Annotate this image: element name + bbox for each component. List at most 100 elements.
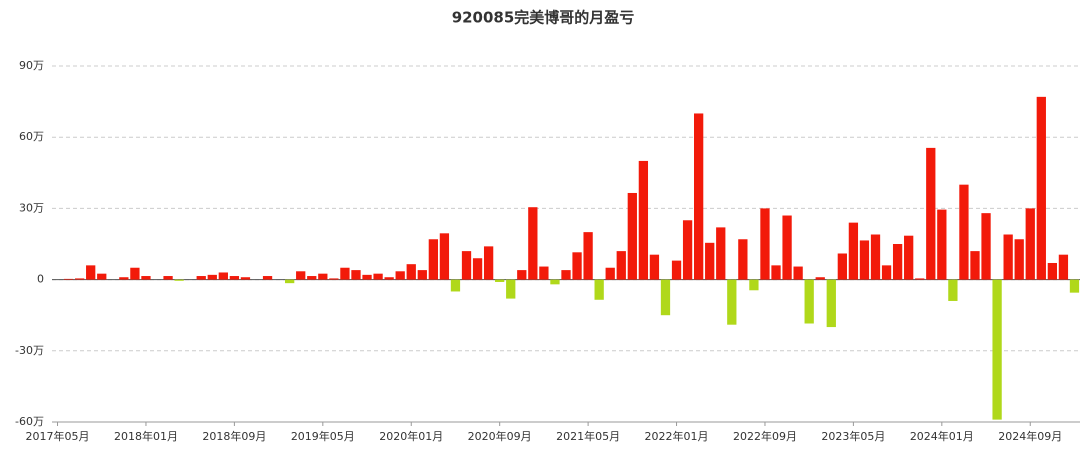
- bar: [1058, 254, 1069, 280]
- y-tick-label: 60万: [19, 130, 44, 143]
- bar: [63, 278, 74, 280]
- bar: [926, 147, 936, 280]
- x-tick-label: 2017年05月: [26, 429, 90, 443]
- bar: [373, 273, 383, 280]
- bar: [461, 251, 472, 280]
- bar: [1036, 96, 1046, 280]
- x-tick-label: 2020年01月: [379, 429, 443, 443]
- bar: [992, 279, 1002, 420]
- bar: [705, 242, 715, 280]
- bar: [881, 265, 892, 280]
- x-tick-label: 2024年09月: [998, 429, 1062, 443]
- bar: [528, 207, 538, 280]
- y-tick-label: -30万: [15, 344, 44, 357]
- bar: [815, 277, 825, 280]
- bar: [285, 279, 295, 284]
- bar: [671, 260, 682, 280]
- bar: [141, 276, 151, 280]
- bar: [550, 279, 560, 285]
- bar: [826, 279, 836, 328]
- bar: [318, 273, 328, 280]
- chart-title: 920085完美博哥的月盈亏: [452, 9, 635, 27]
- x-tick-label: 2018年01月: [114, 429, 178, 443]
- bar: [583, 232, 593, 280]
- bar: [130, 267, 140, 280]
- bar: [804, 279, 814, 324]
- bar: [848, 222, 859, 280]
- y-tick-label: 30万: [19, 201, 44, 214]
- bar: [196, 276, 206, 280]
- bar: [539, 266, 549, 280]
- x-tick-label: 2018年09月: [202, 429, 266, 443]
- bar: [716, 227, 726, 280]
- bar: [904, 235, 914, 280]
- bar: [495, 279, 505, 282]
- bar: [351, 270, 361, 280]
- bar: [649, 254, 660, 280]
- bar: [771, 265, 781, 280]
- x-tick-label: 2022年01月: [645, 429, 709, 443]
- x-tick-label: 2021年05月: [556, 429, 620, 443]
- bar: [506, 279, 516, 299]
- x-tick-label: 2022年09月: [733, 429, 797, 443]
- bar: [296, 271, 306, 280]
- bar: [1047, 262, 1058, 280]
- bar: [483, 246, 494, 280]
- bar: [229, 276, 240, 280]
- bar: [472, 258, 483, 280]
- bar: [340, 267, 350, 280]
- bar: [1014, 239, 1024, 280]
- bar: [561, 270, 571, 280]
- y-tick-label: 90万: [19, 59, 44, 72]
- bar: [970, 251, 980, 280]
- bar: [262, 276, 273, 280]
- x-tick-label: 2023年05月: [821, 429, 885, 443]
- bar: [207, 274, 217, 280]
- bar: [174, 279, 184, 281]
- bar: [406, 264, 416, 280]
- bar: [837, 253, 847, 280]
- bar: [384, 277, 394, 280]
- bar: [616, 251, 626, 280]
- x-tick-label: 2024年01月: [910, 429, 974, 443]
- bar: [937, 209, 947, 280]
- bar: [638, 160, 649, 280]
- bar: [163, 276, 173, 280]
- bar: [119, 277, 129, 280]
- y-tick-label: -60万: [15, 415, 44, 428]
- bar: [86, 265, 96, 280]
- bar: [74, 278, 85, 280]
- bar: [1003, 234, 1013, 280]
- bar: [892, 244, 903, 280]
- bar: [959, 184, 969, 280]
- bar: [428, 239, 438, 280]
- bar: [439, 233, 450, 280]
- bar: [395, 271, 405, 280]
- bar: [981, 213, 991, 280]
- bar: [859, 240, 870, 280]
- x-tick-label: 2019年05月: [291, 429, 355, 443]
- bar: [517, 270, 527, 280]
- bar: [1069, 279, 1080, 293]
- bar: [782, 215, 792, 280]
- bar: [760, 208, 770, 280]
- bar: [682, 220, 693, 280]
- bar: [307, 276, 317, 280]
- bar: [660, 279, 671, 316]
- bar: [329, 278, 339, 280]
- bar: [240, 277, 251, 280]
- bar: [1025, 208, 1035, 280]
- bar: [627, 192, 637, 280]
- bar: [793, 266, 803, 280]
- bar: [694, 113, 704, 280]
- y-tick-label: 0: [37, 273, 44, 286]
- bar: [97, 273, 107, 280]
- bar: [417, 270, 427, 280]
- bar: [738, 239, 748, 280]
- bar: [915, 278, 925, 280]
- bar: [749, 279, 759, 291]
- bar: [362, 274, 372, 280]
- bar: [594, 279, 604, 300]
